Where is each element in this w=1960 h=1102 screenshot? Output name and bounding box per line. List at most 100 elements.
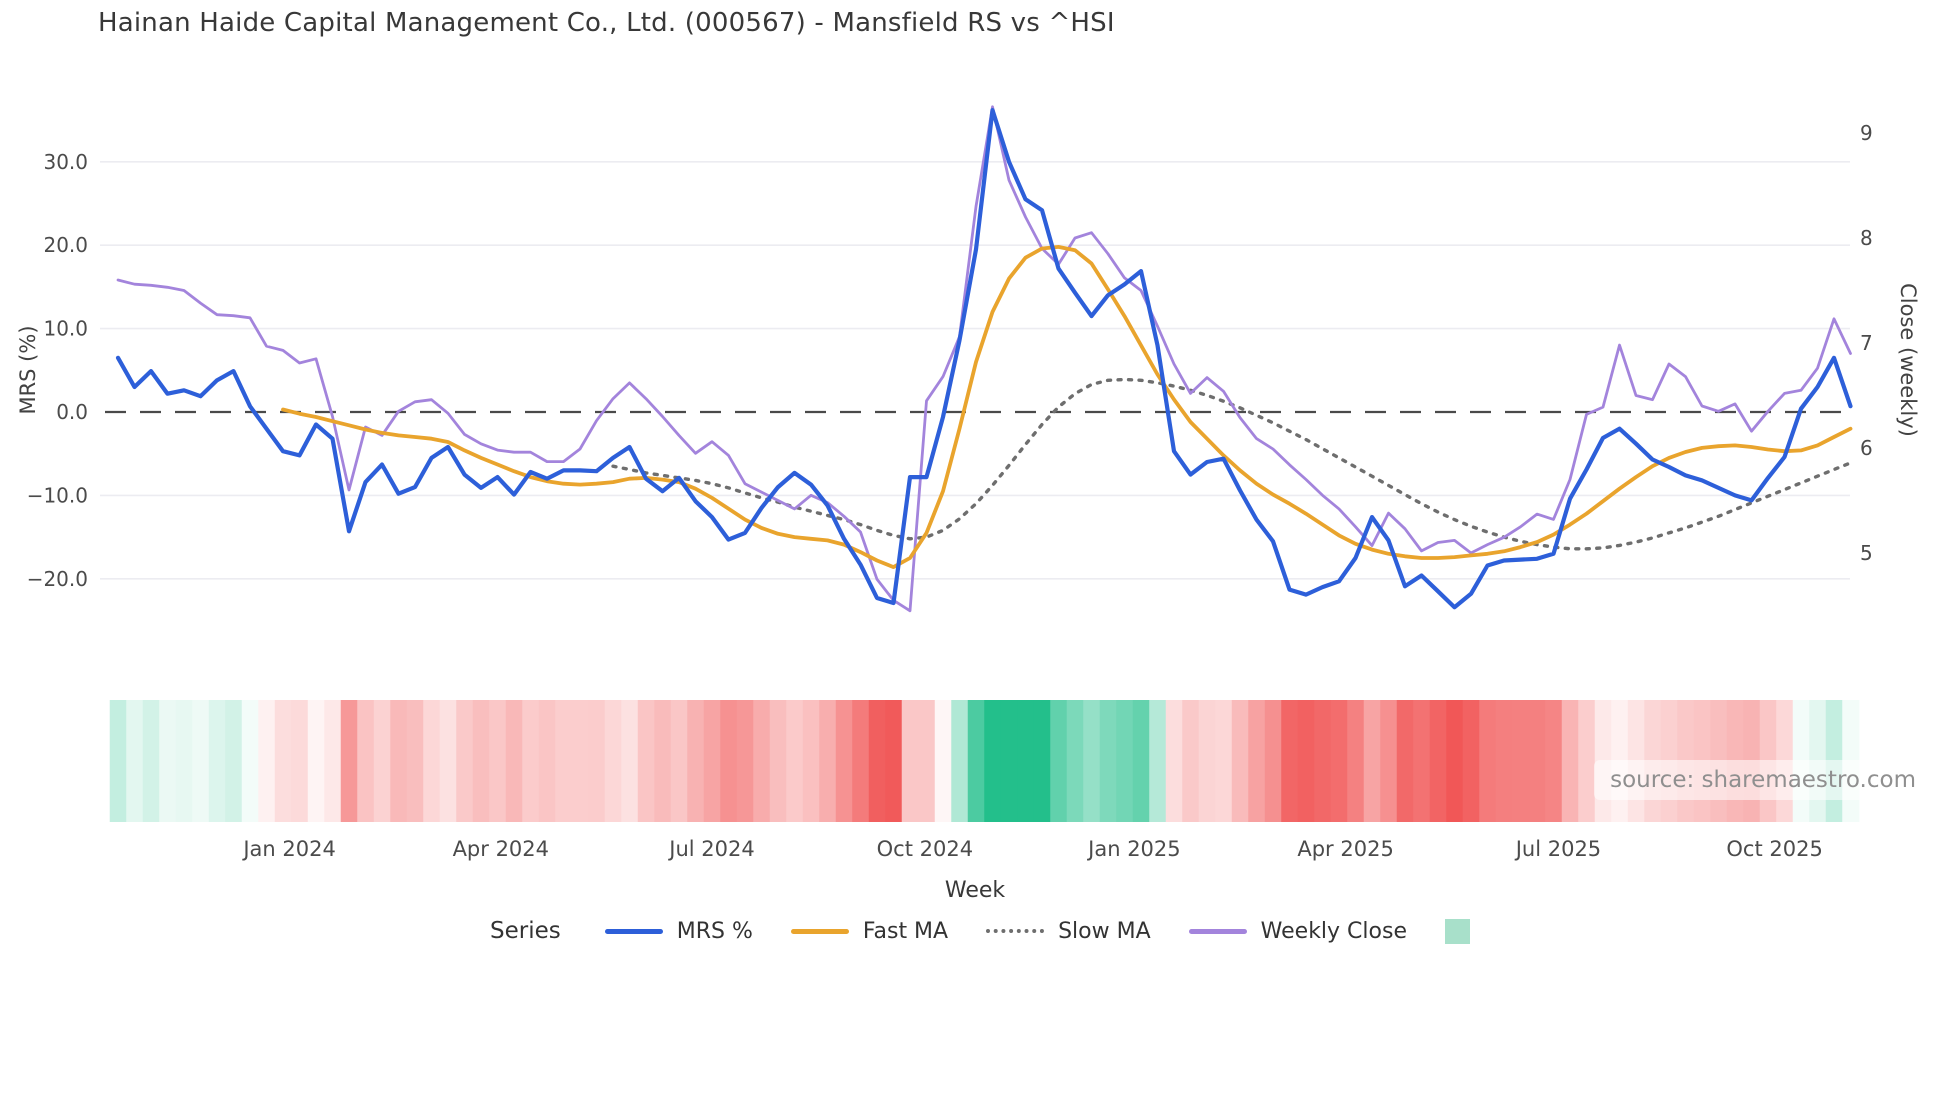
x-axis-title: Week [944,878,1006,903]
legend-item-label: MRS % [676,918,753,944]
heatmap-cell [357,700,375,822]
heatmap-cell [588,700,606,822]
heatmap-cell [835,700,853,822]
heatmap-cell [868,700,886,822]
heatmap-cell [489,700,507,822]
heatmap-cell [918,700,936,822]
heatmap-cell [142,700,160,822]
heatmap-cell [1231,700,1249,822]
left-axis-tick: 20.0 [43,233,88,257]
heatmap-cell [1347,700,1365,822]
legend-item-weekly-close: Weekly Close [1188,918,1407,944]
heatmap-cell [687,700,705,822]
heatmap-cell [1363,700,1381,822]
heatmap-cell [852,700,870,822]
heatmap-cell [720,700,738,822]
heatmap-cell [753,700,771,822]
heatmap-cell [1132,700,1150,822]
heatmap-cell [984,700,1002,822]
heatmap-cell [1198,700,1216,822]
heatmap-cell [538,700,556,822]
legend-item-label: Weekly Close [1260,918,1407,944]
right-axis-tick: 5 [1860,541,1873,565]
heatmap-cell [670,700,688,822]
mrs--swatch-icon [604,928,663,934]
heatmap-cell [1545,700,1563,822]
heatmap-cell [225,700,243,822]
heatmap-cell [1330,700,1348,822]
left-axis-title: MRS (%) [16,325,40,415]
heatmap-cell [241,700,259,822]
left-axis-tick: −20.0 [27,567,88,591]
heatmap-cell [1033,700,1051,822]
heatmap-cell [1512,700,1530,822]
heatmap-cell [208,700,226,822]
left-axis-tick: −10.0 [27,483,88,507]
source-watermark: source: sharemaestro.com [1594,760,1932,800]
heatmap-cell [1462,700,1480,822]
fast-ma-line [281,245,1853,569]
right-axis-tick: 9 [1860,121,1873,145]
heatmap-cell [1116,700,1134,822]
heatmap-swatch-icon [1445,918,1470,944]
heatmap-cell [505,700,523,822]
heatmap-cell [1479,700,1497,822]
heatmap-cell [967,700,985,822]
x-axis-tick: Jan 2025 [1086,837,1181,861]
heatmap-cell [1281,700,1299,822]
heatmap-cell [1561,700,1579,822]
x-axis-tick: Jan 2024 [241,837,336,861]
heatmap-cell [621,700,639,822]
heatmap-cell [390,700,408,822]
legend-item-heatmap [1445,918,1470,944]
fast-ma-swatch-icon [790,928,849,934]
heatmap-cell [1149,700,1167,822]
mrs--line [115,108,1853,610]
x-axis-tick: Oct 2025 [1726,837,1822,861]
heatmap-cell [1165,700,1183,822]
heatmap-cell [1578,700,1596,822]
heatmap-cell [786,700,804,822]
heatmap-cell [1050,700,1068,822]
heatmap-cell [1380,700,1398,822]
legend-title: Series [489,918,561,944]
x-axis-tick: Apr 2025 [1297,837,1393,861]
heatmap-cell [736,700,754,822]
heatmap-cell [951,700,969,822]
x-axis-tick: Jul 2024 [667,837,754,861]
left-axis-tick: 0.0 [56,400,88,424]
heatmap-cell [406,700,424,822]
right-axis-title: Close (weekly) [1896,283,1920,437]
heatmap-cell [802,700,820,822]
heatmap-cell [1446,700,1464,822]
heatmap-cell [1297,700,1315,822]
heatmap-cell [1528,700,1546,822]
page-title: Hainan Haide Capital Management Co., Ltd… [98,8,1115,38]
heatmap-cell [373,700,391,822]
left-axis-tick: 10.0 [43,317,88,341]
heatmap-cell [1083,700,1101,822]
heatmap-cell [901,700,919,822]
heatmap-cell [571,700,589,822]
weekly-close-line [116,105,1852,613]
legend-item-fast-ma: Fast MA [790,918,949,944]
heatmap-cell [1099,700,1117,822]
heatmap-cell [1017,700,1035,822]
legend: Series MRS % Fast MA Slow MA Weekly Close [0,918,1960,944]
heatmap-cell [274,700,292,822]
heatmap-cell [126,700,144,822]
heatmap-cell [1413,700,1431,822]
weekly-close-swatch-icon [1188,928,1247,934]
heatmap-cell [1396,700,1414,822]
x-axis-tick: Oct 2024 [877,837,973,861]
heatmap-cell [472,700,490,822]
heatmap-cell [703,700,721,822]
heatmap-cell [1215,700,1233,822]
heatmap-cell [175,700,193,822]
heatmap-cell [654,700,672,822]
heatmap-cell [307,700,325,822]
legend-item-mrs-: MRS % [604,918,753,944]
legend-item-label: Fast MA [862,918,949,944]
heatmap-cell [1495,700,1513,822]
